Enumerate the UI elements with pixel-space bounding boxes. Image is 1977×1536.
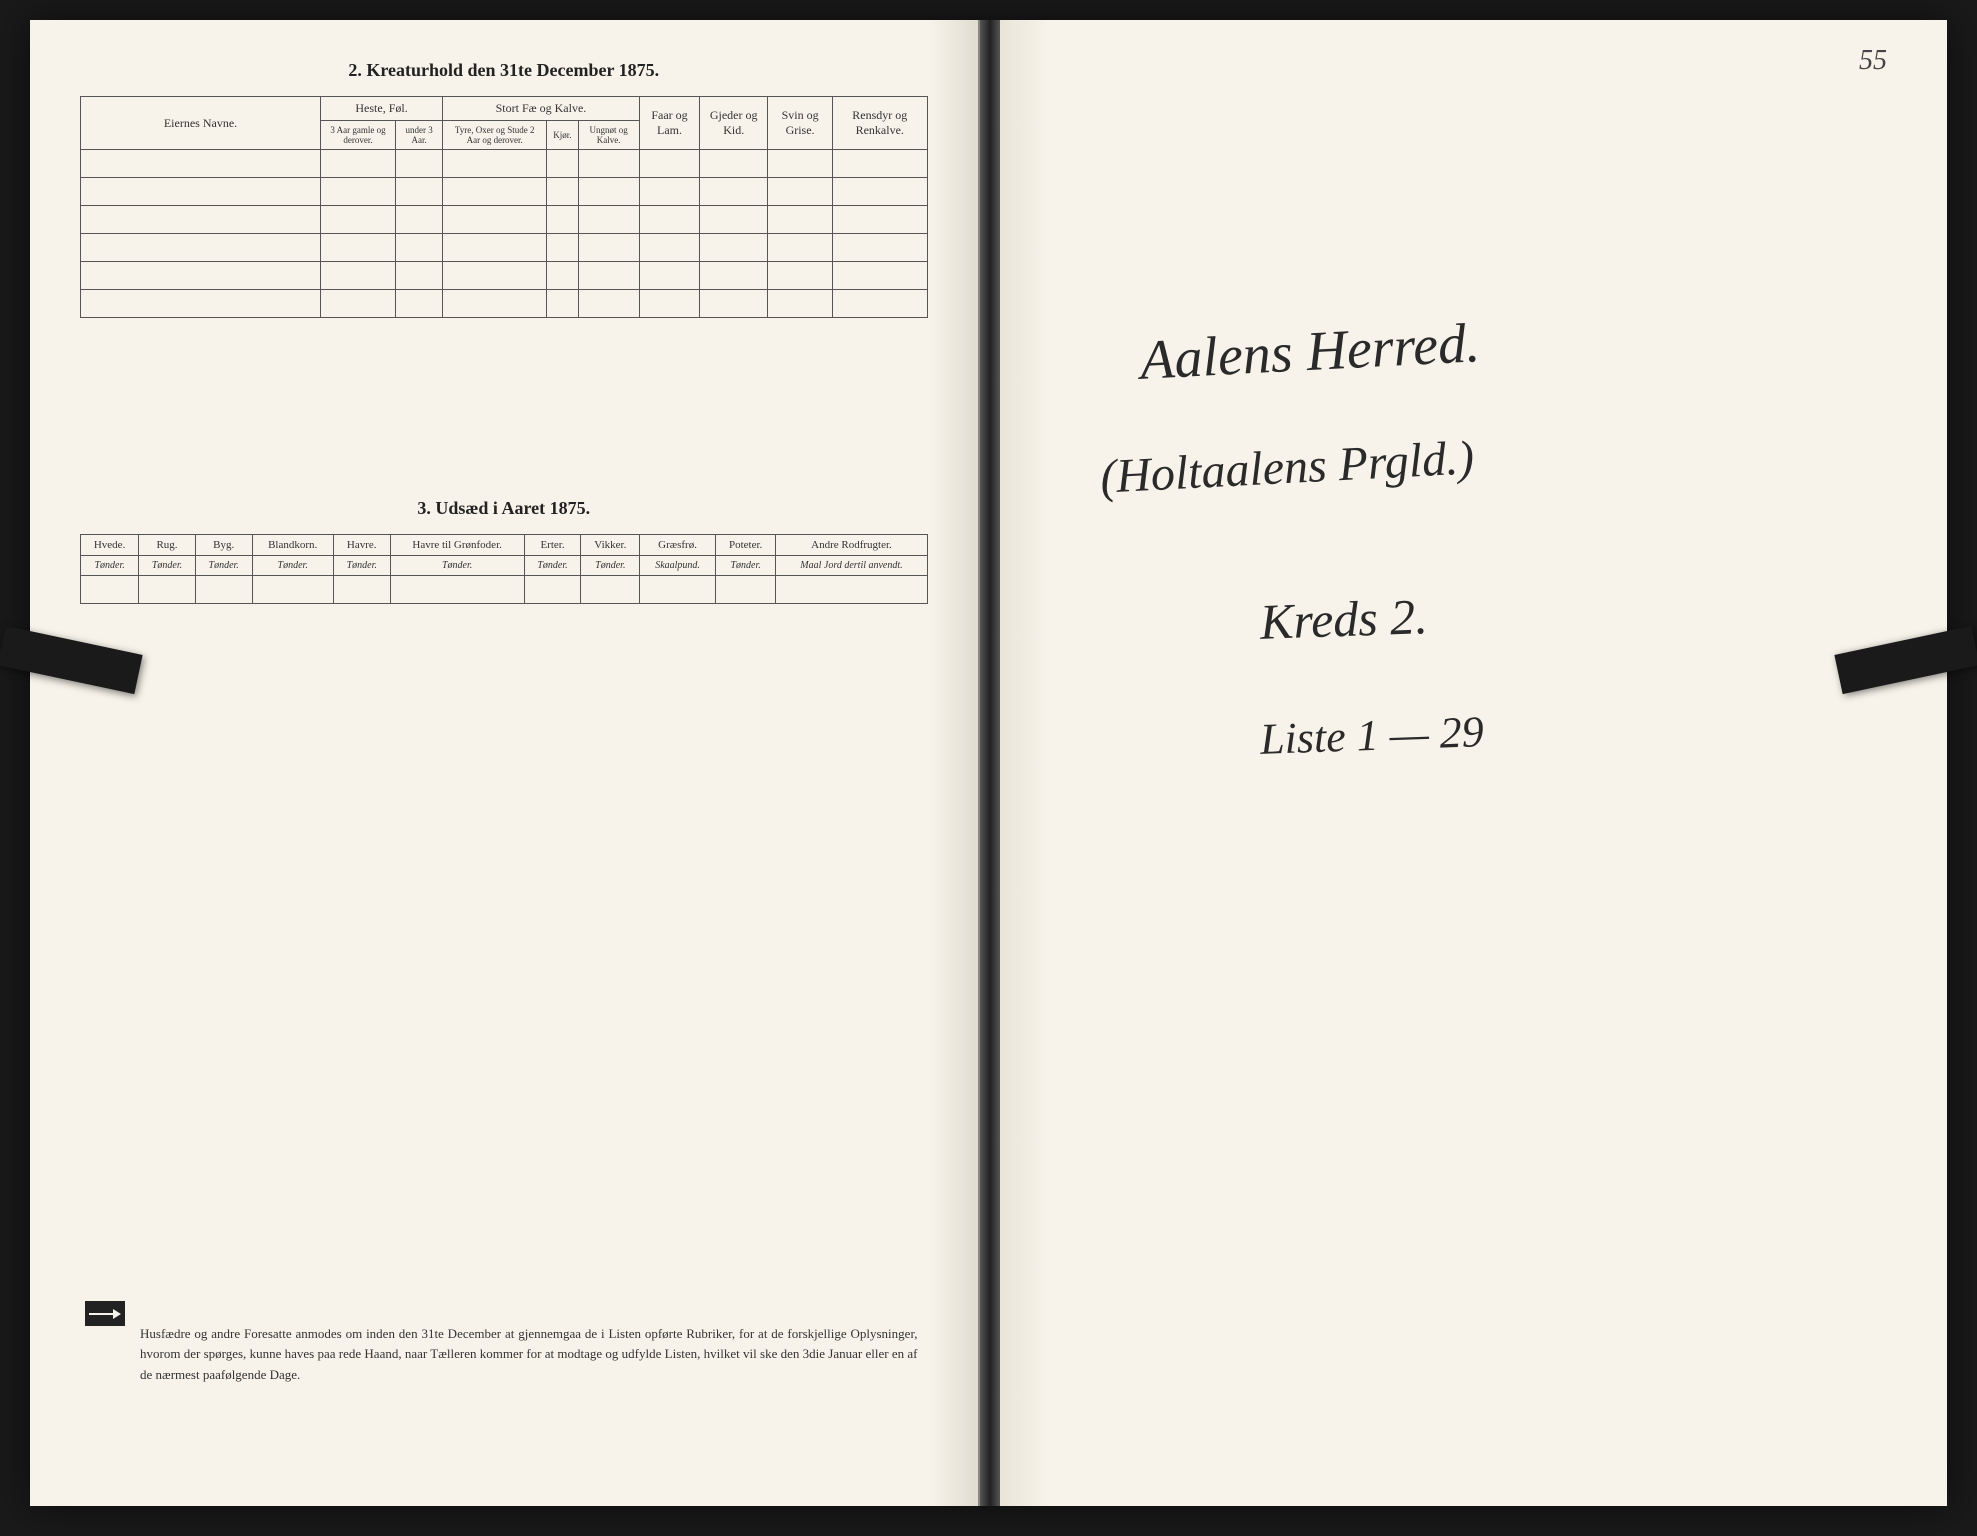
handwritten-line-3: Kreds 2. xyxy=(1259,587,1429,651)
page-clip-right xyxy=(1834,626,1977,694)
col-heste-sub2: under 3 Aar. xyxy=(396,121,443,150)
unit-tonder: Tønder. xyxy=(139,556,196,576)
footnote-text: Husfædre og andre Foresatte anmodes om i… xyxy=(140,1324,918,1386)
book-spine xyxy=(980,20,1000,1506)
col-stort: Stort Fæ og Kalve. xyxy=(443,97,640,121)
unit-tonder: Tønder. xyxy=(715,556,776,576)
handwritten-line-1: Aalens Herred. xyxy=(1138,311,1481,393)
table-row xyxy=(81,234,928,262)
left-page: 2. Kreaturhold den 31te December 1875. E… xyxy=(30,20,980,1506)
col-heste-sub1: 3 Aar gamle og derover. xyxy=(321,121,396,150)
col-svin: Svin og Grise. xyxy=(768,97,833,150)
unit-tonder: Tønder. xyxy=(390,556,524,576)
col-hvede: Hvede. xyxy=(81,535,139,556)
page-clip-left xyxy=(0,626,143,694)
table-row xyxy=(81,262,928,290)
open-book: 2. Kreaturhold den 31te December 1875. E… xyxy=(30,20,1947,1506)
col-eiernes: Eiernes Navne. xyxy=(81,97,321,150)
pointing-hand-icon xyxy=(85,1301,125,1326)
col-vikker: Vikker. xyxy=(581,535,640,556)
col-andre: Andre Rodfrugter. xyxy=(776,535,927,556)
page-number: 55 xyxy=(1859,45,1887,77)
col-graesfro: Græsfrø. xyxy=(640,535,716,556)
handwritten-line-2: (Holtaalens Prgld.) xyxy=(1098,430,1475,505)
section3-title: 3. Udsæd i Aaret 1875. xyxy=(80,498,928,519)
table-row xyxy=(81,150,928,178)
unit-tonder: Tønder. xyxy=(581,556,640,576)
col-blandkorn: Blandkorn. xyxy=(252,535,333,556)
livestock-table: Eiernes Navne. Heste, Føl. Stort Fæ og K… xyxy=(80,96,928,318)
col-erter: Erter. xyxy=(524,535,581,556)
right-page: 55 Aalens Herred. (Holtaalens Prgld.) Kr… xyxy=(1000,20,1948,1506)
col-havre-gron: Havre til Grønfoder. xyxy=(390,535,524,556)
col-poteter: Poteter. xyxy=(715,535,776,556)
col-rug: Rug. xyxy=(139,535,196,556)
col-stort-sub2: Kjør. xyxy=(547,121,578,150)
col-stort-sub1: Tyre, Oxer og Stude 2 Aar og derover. xyxy=(443,121,547,150)
col-faar: Faar og Lam. xyxy=(639,97,699,150)
col-havre: Havre. xyxy=(333,535,390,556)
col-stort-sub3: Ungnøt og Kalve. xyxy=(578,121,639,150)
unit-tonder: Tønder. xyxy=(252,556,333,576)
unit-tonder: Tønder. xyxy=(524,556,581,576)
seed-table: Hvede. Rug. Byg. Blandkorn. Havre. Havre… xyxy=(80,534,928,604)
table-row xyxy=(81,290,928,318)
table-row xyxy=(81,206,928,234)
unit-tonder: Tønder. xyxy=(333,556,390,576)
section2-title: 2. Kreaturhold den 31te December 1875. xyxy=(80,60,928,81)
col-gjeder: Gjeder og Kid. xyxy=(700,97,768,150)
table-row xyxy=(81,576,928,604)
unit-maal: Maal Jord dertil anvendt. xyxy=(776,556,927,576)
col-rensdyr: Rensdyr og Renkalve. xyxy=(832,97,927,150)
unit-tonder: Tønder. xyxy=(81,556,139,576)
unit-tonder: Tønder. xyxy=(195,556,252,576)
unit-skaalpund: Skaalpund. xyxy=(640,556,716,576)
col-heste: Heste, Føl. xyxy=(321,97,443,121)
handwritten-line-4: Liste 1 — 29 xyxy=(1259,706,1484,765)
table-row xyxy=(81,178,928,206)
col-byg: Byg. xyxy=(195,535,252,556)
